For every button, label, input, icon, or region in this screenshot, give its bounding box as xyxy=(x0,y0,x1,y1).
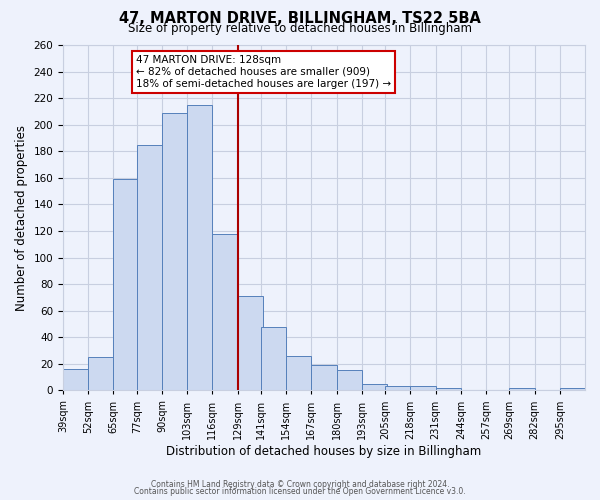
Text: 47 MARTON DRIVE: 128sqm
← 82% of detached houses are smaller (909)
18% of semi-d: 47 MARTON DRIVE: 128sqm ← 82% of detache… xyxy=(136,56,391,88)
Bar xyxy=(362,384,387,390)
Bar xyxy=(560,388,585,390)
Bar xyxy=(385,386,410,390)
Y-axis label: Number of detached properties: Number of detached properties xyxy=(15,124,28,310)
Bar xyxy=(410,386,436,390)
Bar xyxy=(187,105,212,391)
Text: Contains HM Land Registry data © Crown copyright and database right 2024.: Contains HM Land Registry data © Crown c… xyxy=(151,480,449,489)
Bar xyxy=(113,179,139,390)
Bar xyxy=(337,370,362,390)
Bar xyxy=(212,234,238,390)
X-axis label: Distribution of detached houses by size in Billingham: Distribution of detached houses by size … xyxy=(166,444,482,458)
Text: Contains public sector information licensed under the Open Government Licence v3: Contains public sector information licen… xyxy=(134,488,466,496)
Bar xyxy=(88,357,113,390)
Bar xyxy=(311,365,337,390)
Bar xyxy=(63,369,88,390)
Bar xyxy=(509,388,535,390)
Text: 47, MARTON DRIVE, BILLINGHAM, TS22 5BA: 47, MARTON DRIVE, BILLINGHAM, TS22 5BA xyxy=(119,11,481,26)
Bar xyxy=(436,388,461,390)
Bar xyxy=(137,144,162,390)
Text: Size of property relative to detached houses in Billingham: Size of property relative to detached ho… xyxy=(128,22,472,35)
Bar xyxy=(162,113,187,390)
Bar xyxy=(261,326,286,390)
Bar xyxy=(238,296,263,390)
Bar xyxy=(286,356,311,390)
